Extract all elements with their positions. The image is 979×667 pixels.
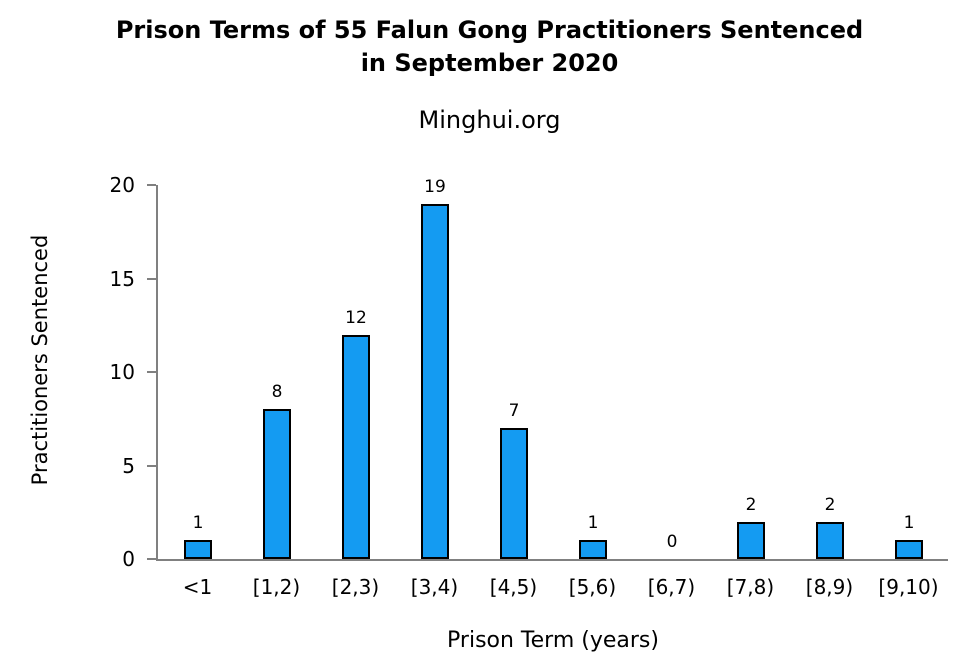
bar-value-label: 1 <box>903 513 915 533</box>
bar <box>342 335 370 559</box>
y-tick-label: 0 <box>122 547 135 571</box>
bar-value-label: 0 <box>666 532 678 552</box>
y-tick-label: 20 <box>109 173 135 197</box>
x-tick-label: [5,6) <box>568 575 617 599</box>
y-tick-mark <box>147 464 156 467</box>
bar-value-label: 19 <box>424 177 446 197</box>
chart-title-line1: Prison Terms of 55 Falun Gong Practition… <box>115 16 864 44</box>
x-tick-label: [1,2) <box>252 575 301 599</box>
chart-title-line2: in September 2020 <box>360 49 619 77</box>
x-tick-label: [7,8) <box>726 575 775 599</box>
y-tick-mark <box>147 558 156 560</box>
x-tick-label: [6,7) <box>647 575 696 599</box>
bar-value-label: 2 <box>824 495 836 515</box>
bar-value-label: 7 <box>508 401 520 421</box>
x-tick-label: <1 <box>182 575 213 599</box>
bar-value-label: 8 <box>271 382 283 402</box>
bar <box>500 428 528 559</box>
y-tick-mark <box>147 184 156 186</box>
chart-subtitle: Minghui.org <box>418 106 561 134</box>
y-tick-mark <box>147 277 156 280</box>
x-axis-line <box>156 559 948 561</box>
bar <box>816 522 844 559</box>
bar <box>184 540 212 559</box>
x-tick-label: [8,9) <box>805 575 854 599</box>
x-axis-title: Prison Term (years) <box>447 628 659 653</box>
y-tick-label: 10 <box>109 360 135 384</box>
x-tick-label: [3,4) <box>410 575 459 599</box>
bar <box>895 540 923 559</box>
x-tick-label: [9,10) <box>878 575 939 599</box>
chart-title: Prison Terms of 55 Falun Gong Practition… <box>0 14 979 80</box>
y-tick-label: 15 <box>109 266 135 291</box>
bar <box>263 409 291 559</box>
x-tick-label: [4,5) <box>489 575 538 599</box>
y-axis-line <box>156 185 158 559</box>
bar <box>421 204 449 559</box>
bar-value-label: 2 <box>745 495 757 515</box>
y-tick-label: 5 <box>122 453 135 478</box>
bar <box>579 540 607 559</box>
y-tick-mark <box>147 371 156 373</box>
x-tick-label: [2,3) <box>331 575 380 599</box>
bar <box>737 522 765 559</box>
bar-value-label: 12 <box>345 308 367 328</box>
bar-value-label: 1 <box>192 513 204 533</box>
bar-value-label: 1 <box>587 513 599 533</box>
